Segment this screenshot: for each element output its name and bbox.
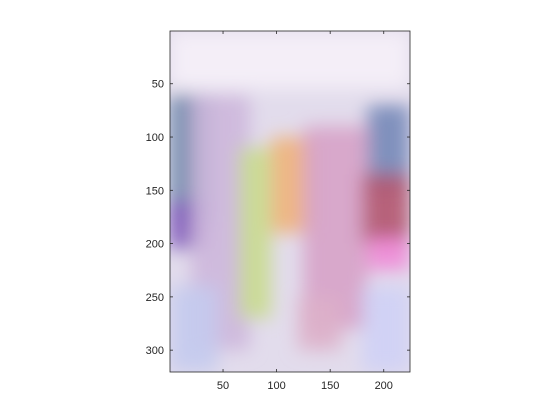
color-region-12 xyxy=(298,296,341,351)
color-region-4 xyxy=(239,147,272,319)
y-tick-label: 50 xyxy=(152,79,164,91)
y-tick-label: 200 xyxy=(146,239,164,251)
color-region-9 xyxy=(367,238,410,271)
y-tick-label: 250 xyxy=(146,292,164,304)
x-tick-label: 50 xyxy=(217,380,229,392)
y-tick-label: 150 xyxy=(146,185,164,197)
color-region-11 xyxy=(362,286,410,372)
color-region-10 xyxy=(170,286,218,372)
y-tick-label: 300 xyxy=(146,345,164,357)
x-tick-label: 200 xyxy=(375,380,393,392)
x-tick-label: 150 xyxy=(321,380,339,392)
heatmap-image xyxy=(170,31,410,372)
color-region-6 xyxy=(303,126,368,329)
color-region-8 xyxy=(362,174,410,244)
x-axis: 50 100 150 200 xyxy=(217,31,393,392)
color-region-0 xyxy=(170,31,410,90)
axes-box xyxy=(169,30,411,373)
y-tick-label: 100 xyxy=(146,132,164,144)
y-axis: 50 100 150 200 250 300 xyxy=(146,79,410,357)
x-tick-label: 100 xyxy=(267,380,285,392)
